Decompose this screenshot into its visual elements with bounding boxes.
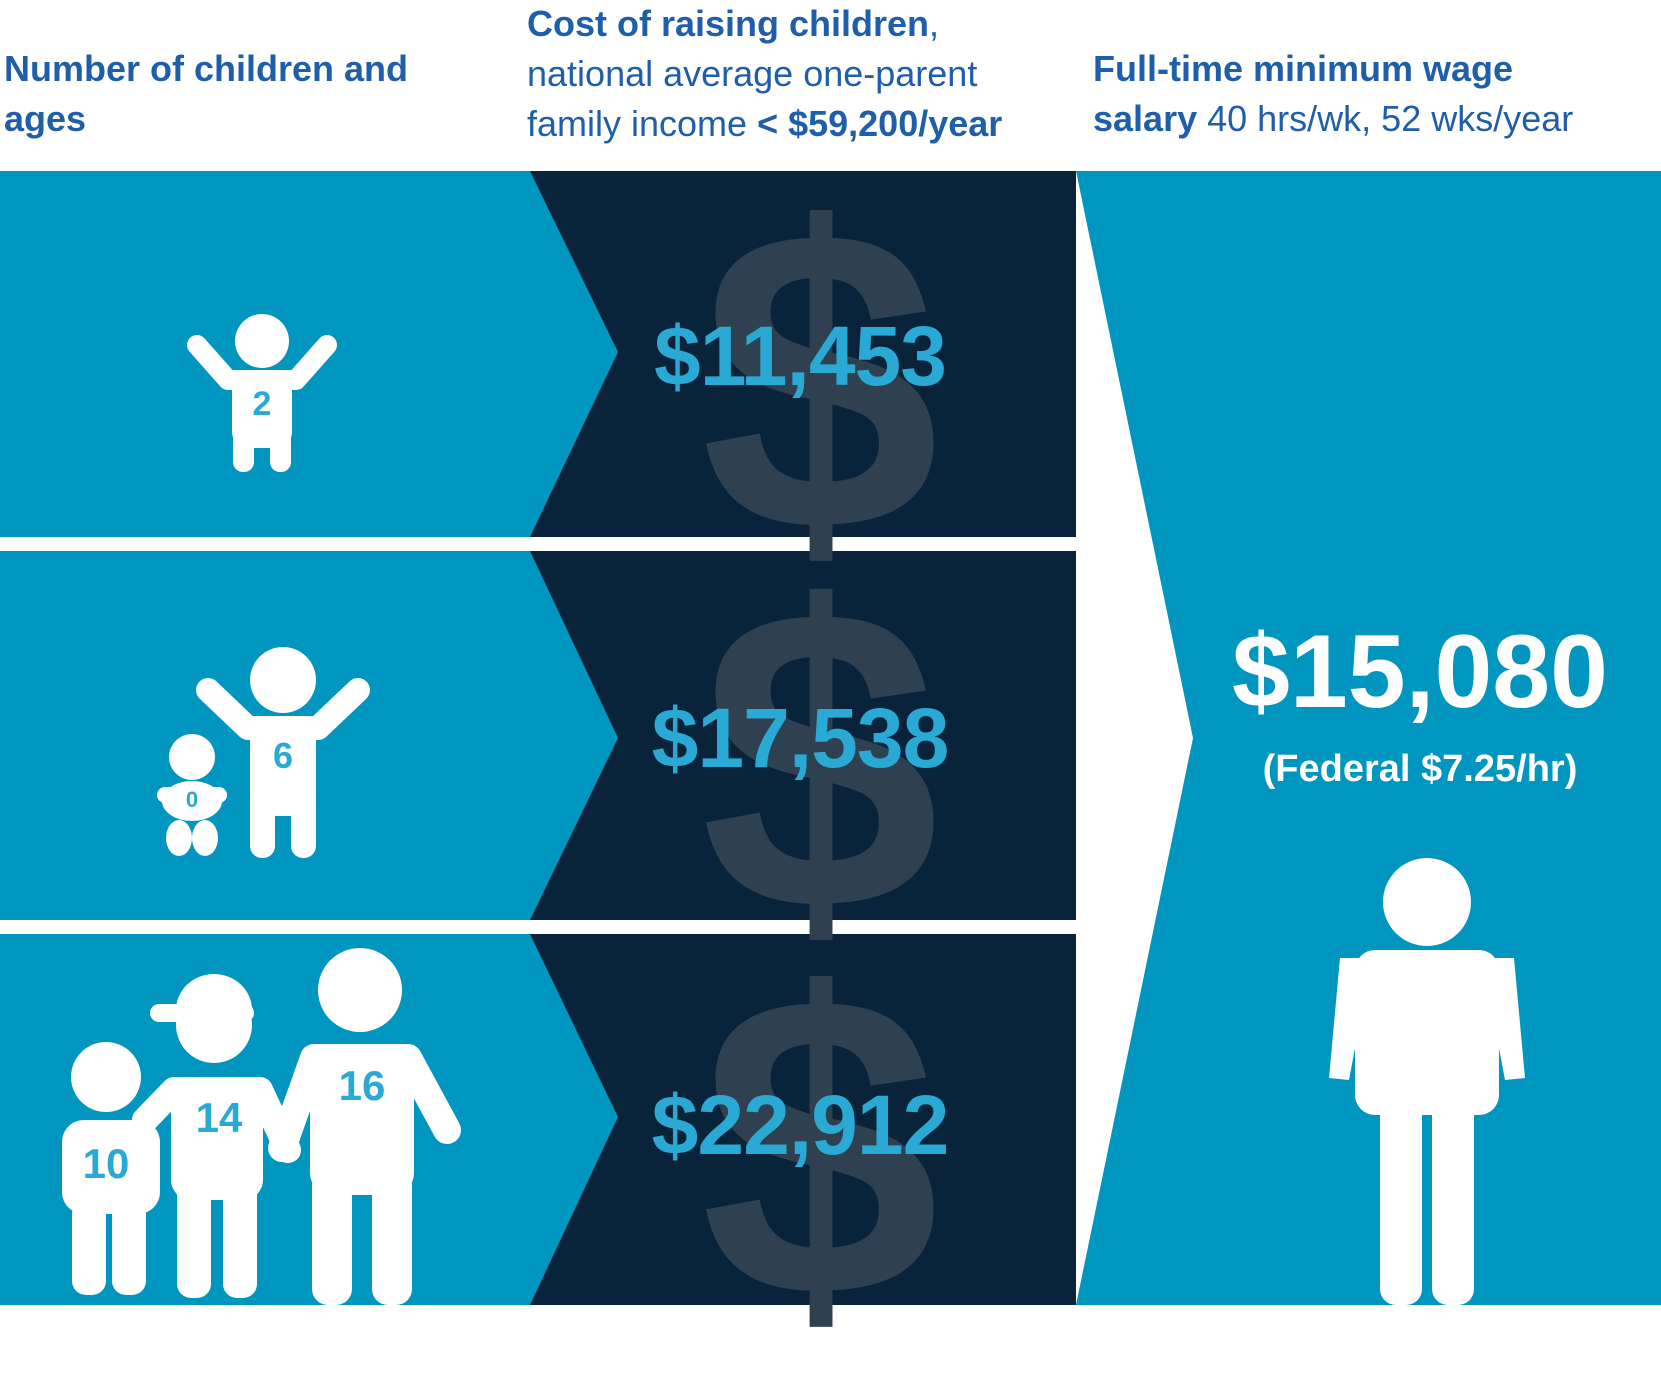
header-children: Number of children and ages (4, 44, 424, 144)
header-cost-line2: national average one-parent (527, 53, 978, 94)
age-label: 0 (186, 787, 198, 812)
child-figure-icon (196, 647, 370, 858)
age-label: 14 (196, 1094, 243, 1141)
dollar-watermark-icon: $ (700, 907, 940, 1387)
dollar-watermark-icon: $ (700, 520, 940, 1000)
header-wage: Full-time minimum wage salary 40 hrs/wk,… (1093, 44, 1661, 144)
cap-icon (150, 974, 254, 1022)
cost-value-row-3: $22,912 (651, 1078, 950, 1172)
header-cost-comma: , (929, 3, 940, 44)
row-separator-1 (0, 537, 1076, 551)
child-figure-icon (187, 314, 337, 472)
age-label: 2 (253, 385, 272, 423)
header-wage-salary: salary (1093, 98, 1198, 139)
adult-figure-icon (1329, 858, 1525, 1305)
cost-value-row-2: $17,538 (651, 691, 950, 785)
header-cost-title: Cost of raising children (527, 3, 930, 44)
cost-value-row-1: $11,453 (653, 309, 947, 403)
wage-value: $15,080 (1232, 614, 1608, 730)
child-figure-icon (268, 948, 461, 1305)
header-cost-income-limit: < $59,200/year (757, 103, 1003, 144)
header-wage-title: Full-time minimum wage (1093, 48, 1514, 89)
row-separator-2 (0, 920, 1076, 934)
wage-note: (Federal $7.25/hr) (1262, 748, 1578, 790)
child-figure-icon (62, 1042, 160, 1295)
age-label: 6 (273, 735, 293, 776)
age-label: 16 (339, 1062, 386, 1109)
row-band-3 (0, 934, 618, 1305)
dollar-watermark-icon: $ (700, 141, 940, 621)
wage-panel (1076, 171, 1661, 1305)
header-cost-line3: family income (527, 103, 758, 144)
baby-icon (157, 734, 227, 856)
header-children-title: Number of children and ages (4, 48, 409, 139)
header-wage-hours: 40 hrs/wk, 52 wks/year (1197, 98, 1574, 139)
header-cost: Cost of raising children, national avera… (527, 0, 1087, 149)
age-label: 10 (83, 1140, 130, 1187)
infographic-art: 2 0 6 10 14 (0, 171, 1661, 1305)
